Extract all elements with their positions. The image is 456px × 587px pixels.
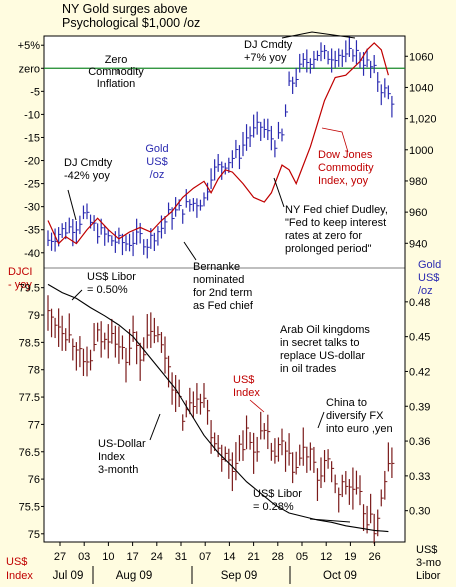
top-left-tick-label: -10 xyxy=(24,109,40,121)
top-left-tick-label: -5 xyxy=(30,86,40,98)
zero-commodity-label: Zero Commodity Inflation xyxy=(88,54,144,90)
bernanke-leader xyxy=(183,241,197,261)
libor-end-leader xyxy=(309,518,351,523)
bottom-right-tick-label: 0.33 xyxy=(409,471,430,483)
dj-high-leader xyxy=(281,31,356,39)
bottom-left-tick-label: 79.5 xyxy=(19,283,40,295)
top-left-tick-label: zero xyxy=(19,63,40,75)
x-month-label: Aug 09 xyxy=(116,570,152,582)
dj-low-annotation: DJ Cmdty -42% yoy xyxy=(64,157,113,182)
bottom-left-tick-label: 78 xyxy=(28,365,40,377)
x-tick-label: 21 xyxy=(247,551,259,563)
bottom-left-tick-label: 77 xyxy=(28,419,40,431)
top-right-tick-label: 1060 xyxy=(409,51,433,63)
dollar-index-annotation: US-Dollar Index 3-month xyxy=(98,438,146,476)
x-tick-label: 07 xyxy=(199,551,211,563)
plot-frame xyxy=(43,35,406,543)
djci-series-label: Dow Jones Commodity Index, yoy xyxy=(318,149,374,187)
bottom-left-tick-label: 76 xyxy=(28,474,40,486)
x-tick-label: 26 xyxy=(368,551,380,563)
top-left-tick-label: -40 xyxy=(24,248,40,260)
x-tick-label: 31 xyxy=(175,551,187,563)
arab-annotation: Arab Oil kingdoms in secret talks to repla… xyxy=(280,324,370,375)
djci-leader xyxy=(321,127,349,153)
top-right-tick-label: 940 xyxy=(409,238,427,250)
bottom-right-tick-label: 0.42 xyxy=(409,366,430,378)
bottom-left-tick-label: 79 xyxy=(28,310,40,322)
bottom-left-tick-label: 77.5 xyxy=(19,392,40,404)
top-right-tick-label: 980 xyxy=(409,176,427,188)
x-month-label: Oct 09 xyxy=(323,570,357,582)
x-tick-label: 05 xyxy=(296,551,308,563)
fed-annotation: NY Fed chief Dudley, "Fed to keep interes… xyxy=(285,204,388,255)
top-left-tick-label: -20 xyxy=(24,156,40,168)
top-left-tick-label: -25 xyxy=(24,179,40,191)
dollar-index-leader xyxy=(149,413,161,441)
top-right-tick-label: 1040 xyxy=(409,82,433,94)
bottom-right-tick-label: 0.45 xyxy=(409,332,430,344)
top-left-tick-label: +5% xyxy=(18,40,41,52)
china-annotation: China to diversify FX into euro ,yen xyxy=(326,397,393,435)
bottom-right-tick-label: 0.48 xyxy=(409,297,430,309)
dj-low-leader xyxy=(67,189,77,221)
bernanke-annotation: Bernanke nominated for 2nd term as Fed chie… xyxy=(193,261,254,312)
libor-start-annotation: US$ Libor = 0.50% xyxy=(87,271,136,296)
china-leader xyxy=(317,411,325,429)
x-tick-label: 12 xyxy=(320,551,332,563)
x-tick-label: 24 xyxy=(151,551,163,563)
bottom-left-tick-label: 75.5 xyxy=(19,501,40,513)
bottom-right-tick-label: 0.36 xyxy=(409,436,430,448)
x-tick-label: 17 xyxy=(126,551,138,563)
gold-right-axis-label: Gold US$/oz xyxy=(418,259,441,297)
libor-start-leader xyxy=(71,289,83,301)
djci-axis-label: DJCI - yoy xyxy=(8,266,32,291)
x-tick-label: 28 xyxy=(272,551,284,563)
bottom-left-tick-label: 75 xyxy=(28,529,40,541)
x-tick-label: 14 xyxy=(223,551,235,563)
chart-title: NY Gold surges above Psychological $1,000… xyxy=(62,2,200,30)
bottom-left-tick-label: 78.5 xyxy=(19,337,40,349)
x-tick-label: 10 xyxy=(102,551,114,563)
top-left-tick-label: -30 xyxy=(24,202,40,214)
bottom-right-tick-label: 0.30 xyxy=(409,506,430,518)
x-tick-label: 19 xyxy=(344,551,356,563)
usd-index-label: US$ Index xyxy=(233,374,260,399)
gold-series-label: Gold US$/oz xyxy=(145,143,168,181)
x-month-label: Jul 09 xyxy=(53,570,84,582)
libor-line xyxy=(47,283,389,533)
bottom-left-tick-label: 76.5 xyxy=(19,447,40,459)
usd-index-axis-label: US$ Index xyxy=(6,556,33,582)
bottom-right-tick-label: 0.39 xyxy=(409,401,430,413)
libor-end-annotation: US$ Libor = 0.28% xyxy=(253,488,302,513)
top-left-tick-label: -15 xyxy=(24,132,40,144)
top-right-tick-label: 1,020 xyxy=(409,114,437,126)
top-right-tick-label: 1000 xyxy=(409,145,433,157)
top-left-tick-label: -35 xyxy=(24,225,40,237)
djci-line xyxy=(47,42,389,245)
fed-leader xyxy=(273,177,285,208)
x-tick-label: 03 xyxy=(78,551,90,563)
top-right-tick-label: 960 xyxy=(409,207,427,219)
x-tick-label: 27 xyxy=(54,551,66,563)
usd-index-leader xyxy=(249,399,265,413)
x-month-label: Sep 09 xyxy=(221,570,257,582)
dj-high-annotation: DJ Cmdty +7% yoy xyxy=(244,39,293,64)
libor-axis-label: US$ 3-mo Libor xyxy=(416,544,441,582)
